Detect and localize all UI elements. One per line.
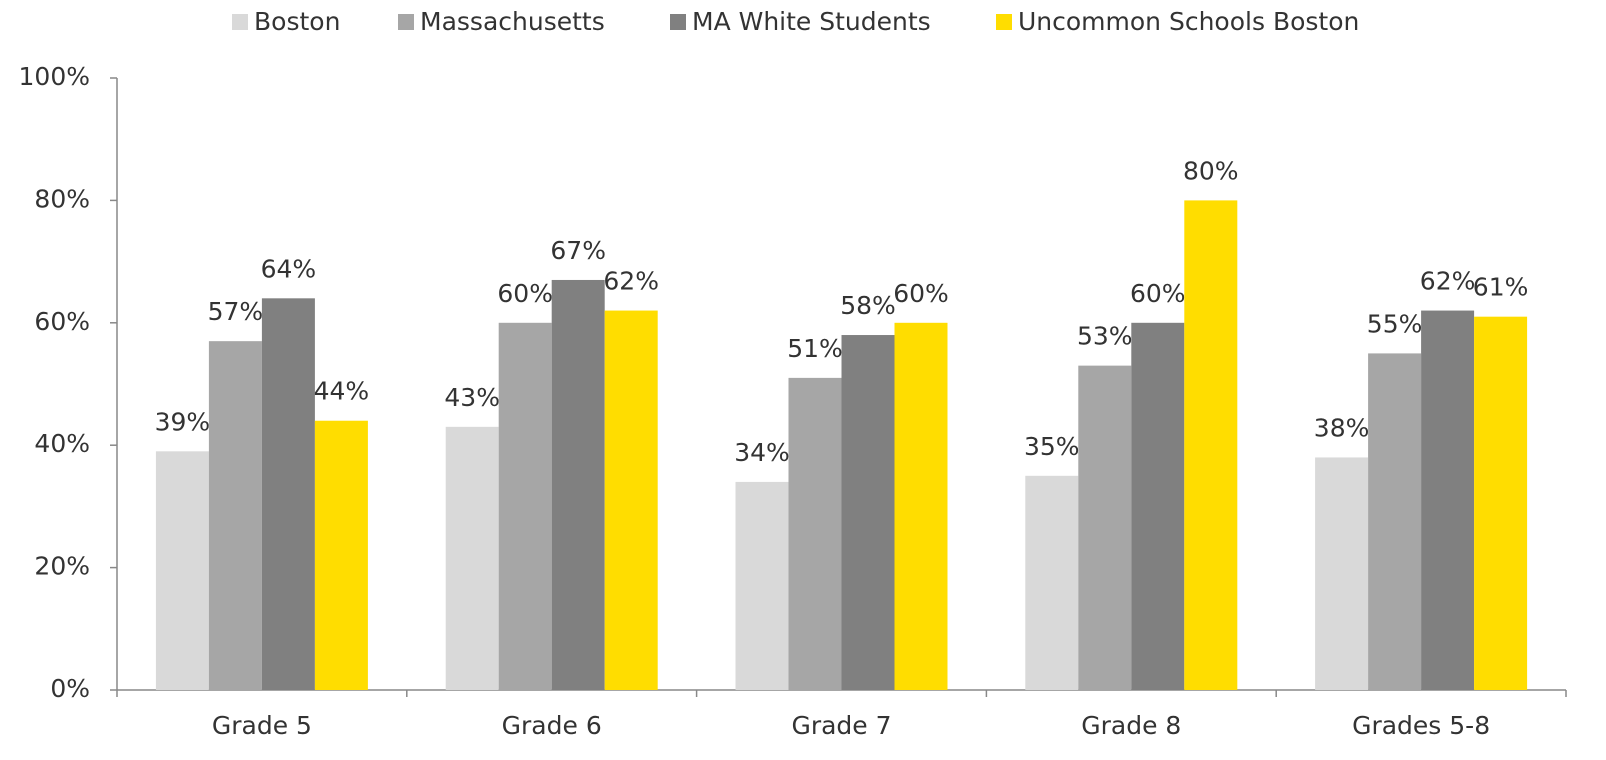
bar — [314, 420, 368, 690]
data-label: 39% — [155, 407, 211, 436]
bar — [1025, 475, 1079, 690]
bar — [155, 451, 209, 690]
bar — [894, 322, 948, 690]
data-label: 44% — [314, 377, 370, 406]
y-tick-label: 20% — [34, 552, 90, 581]
x-tick-label: Grade 5 — [212, 711, 312, 740]
data-label: 38% — [1314, 413, 1370, 442]
bar — [1368, 353, 1422, 690]
data-label: 62% — [603, 267, 659, 296]
legend-swatch — [232, 14, 248, 30]
data-label: 34% — [734, 438, 790, 467]
legend-label: Uncommon Schools Boston — [1018, 7, 1359, 36]
legend-label: Boston — [254, 7, 340, 36]
data-label: 67% — [550, 236, 606, 265]
bar — [604, 310, 658, 690]
bar — [261, 298, 315, 690]
bar — [735, 481, 789, 690]
legend-label: Massachusetts — [420, 7, 605, 36]
y-tick-label: 100% — [19, 62, 90, 91]
bar — [1078, 365, 1132, 690]
x-tick-label: Grades 5-8 — [1352, 711, 1490, 740]
y-tick-label: 80% — [34, 184, 90, 213]
x-tick-label: Grade 7 — [791, 711, 891, 740]
data-label: 53% — [1077, 322, 1133, 351]
bar — [551, 279, 605, 690]
bar — [498, 322, 552, 690]
bar — [445, 426, 499, 690]
x-tick-label: Grade 6 — [502, 711, 602, 740]
bar — [841, 335, 895, 690]
data-label: 51% — [787, 334, 843, 363]
data-label: 80% — [1183, 156, 1239, 185]
y-tick-label: 40% — [34, 429, 90, 458]
legend-swatch — [670, 14, 686, 30]
y-tick-label: 0% — [50, 674, 90, 703]
data-label: 57% — [208, 297, 264, 326]
bar — [1474, 316, 1528, 690]
bar — [1184, 200, 1238, 690]
bar — [1131, 322, 1185, 690]
y-tick-label: 60% — [34, 307, 90, 336]
legend-swatch — [996, 14, 1012, 30]
data-label: 58% — [840, 291, 896, 320]
data-label: 35% — [1024, 432, 1080, 461]
bar — [1421, 310, 1475, 690]
legend-swatch — [398, 14, 414, 30]
data-label: 60% — [497, 279, 553, 308]
data-label: 61% — [1473, 273, 1529, 302]
x-tick-label: Grade 8 — [1081, 711, 1181, 740]
bar — [208, 341, 262, 690]
data-label: 43% — [444, 383, 500, 412]
data-label: 55% — [1367, 309, 1423, 338]
bar — [1315, 457, 1369, 690]
legend-label: MA White Students — [692, 7, 931, 36]
bar — [788, 377, 842, 690]
data-label: 60% — [1130, 279, 1186, 308]
data-label: 62% — [1420, 267, 1476, 296]
data-label: 60% — [893, 279, 949, 308]
data-label: 64% — [261, 254, 317, 283]
